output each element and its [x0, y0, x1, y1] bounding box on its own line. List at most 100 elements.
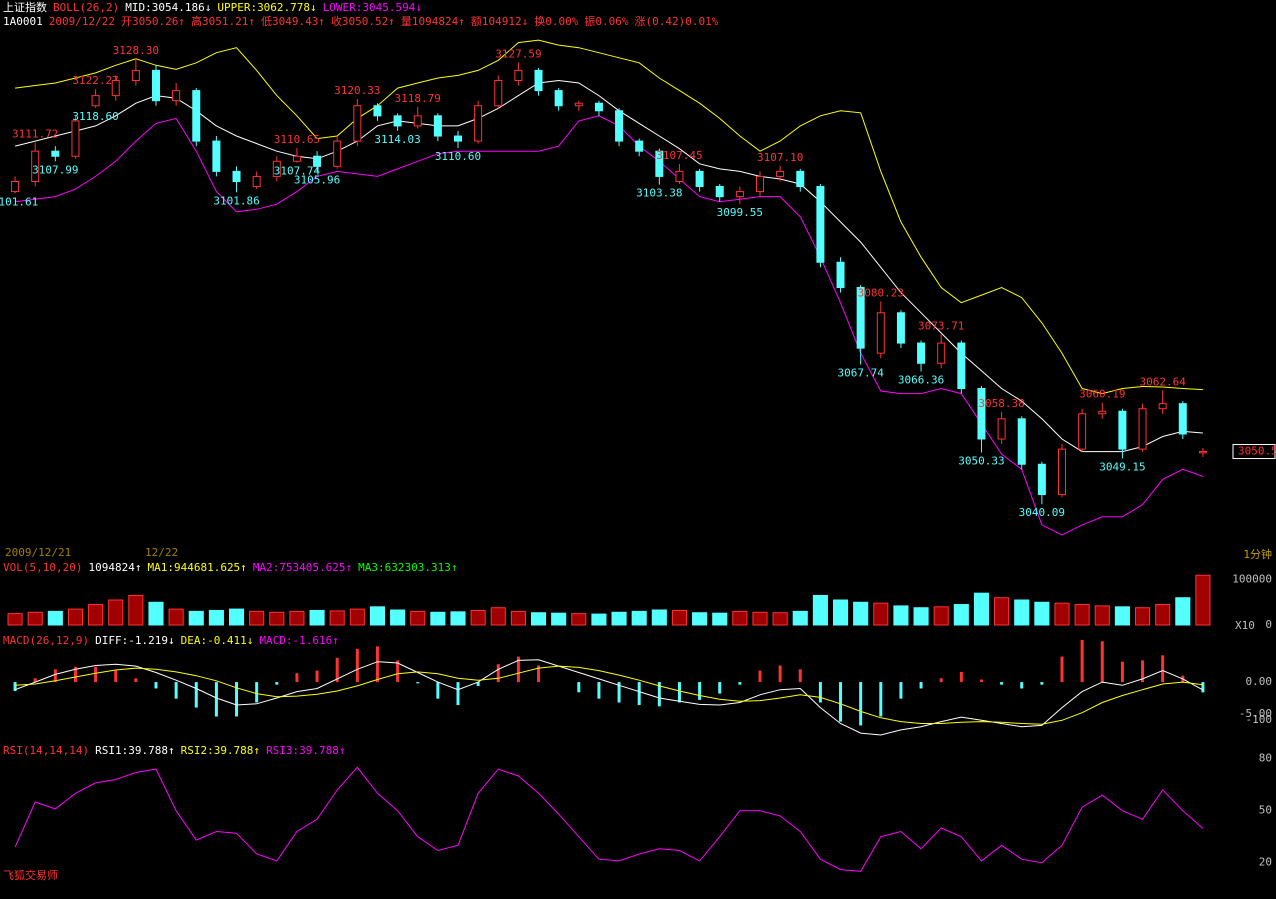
- legend-item: 上证指数: [3, 0, 47, 14]
- volume-bar: [390, 609, 406, 626]
- volume-bar: [530, 612, 547, 626]
- volume-bar: [812, 594, 828, 626]
- legend-item: 量1094824↑: [401, 15, 465, 28]
- candle-body: [111, 79, 120, 97]
- legend: RSI(14,14,14) RSI1:39.788↑ RSI2:39.788↑ RSI…: [3, 744, 346, 757]
- low-label: 3107.99: [32, 163, 78, 176]
- candle-body: [635, 140, 644, 152]
- high-label: 3080.23: [858, 287, 904, 300]
- candle-body: [574, 102, 583, 107]
- legend-item: MACD(26,12,9): [3, 634, 89, 647]
- legend: 1A0001 2009/12/22 开3050.26↑ 高3051.21↑ 低3049.…: [3, 14, 719, 28]
- legend-item: UPPER:3062.778↓: [217, 1, 316, 14]
- candle-body: [1158, 403, 1167, 410]
- legend-item: RSI2:39.788↑: [181, 744, 260, 757]
- legend-item: 1A0001: [3, 15, 43, 28]
- last-price-box: [1232, 444, 1276, 460]
- legend-item: 额104912↓: [471, 15, 528, 28]
- candle-body: [373, 105, 382, 117]
- legend-item: 开3050.26↑: [121, 15, 185, 28]
- candle-body: [1118, 410, 1127, 450]
- candle-body: [756, 175, 764, 193]
- high-label: 3110.65: [274, 133, 320, 146]
- high-label: 3111.72: [12, 128, 58, 141]
- candle-body: [292, 155, 301, 162]
- volume-bar: [269, 611, 285, 626]
- candle-body: [71, 120, 80, 157]
- candle-body: [353, 105, 362, 142]
- extra-label: -100: [1246, 713, 1273, 726]
- legend-item: BOLL(26,2): [53, 1, 119, 14]
- candle-body: [856, 287, 865, 349]
- volume-bar: [611, 611, 627, 626]
- candle-body: [896, 312, 905, 344]
- volume-bar: [1134, 607, 1151, 626]
- volume-bar: [873, 602, 889, 626]
- volume-bar: [1074, 604, 1090, 626]
- diff-line: [14, 659, 1204, 736]
- volume-bar: [349, 608, 365, 626]
- candle-body: [1178, 403, 1187, 435]
- volume-bar: [228, 608, 245, 626]
- y-tick-label: 50: [1259, 804, 1272, 817]
- volume-bar: [651, 609, 667, 626]
- low-label: 3066.36: [898, 374, 944, 387]
- legend-item: MID:3054.186↓: [125, 1, 211, 14]
- volume-bar: [832, 599, 849, 626]
- boll-line: [14, 79, 1203, 453]
- candle-body: [272, 160, 281, 177]
- volume-bar: [329, 610, 345, 626]
- y-tick-label: 0.00: [1246, 675, 1273, 688]
- volume-bar: [410, 610, 426, 626]
- volume-bar: [671, 609, 688, 626]
- candle-body: [433, 115, 442, 137]
- volume-bar: [792, 610, 808, 626]
- time-label: 2009/12/21: [5, 546, 71, 559]
- volume-bar: [692, 612, 708, 626]
- volume-bar: [490, 607, 506, 626]
- candle-body: [1098, 410, 1107, 415]
- dea-line: [15, 665, 1203, 725]
- legend-item: MA3:632303.313↑: [358, 561, 457, 574]
- volume-bar: [7, 613, 23, 626]
- candle-body: [917, 342, 926, 364]
- candle-body: [514, 69, 523, 81]
- candle-body: [937, 342, 946, 364]
- low-label: 3101.86: [213, 194, 259, 207]
- candle-body: [454, 135, 462, 142]
- high-label: 3062.64: [1139, 375, 1186, 388]
- volume-bar: [1114, 606, 1130, 626]
- low-label: 3114.03: [374, 133, 420, 146]
- volume-bar: [933, 606, 949, 626]
- candle-body: [695, 170, 704, 188]
- low-label: 3049.15: [1099, 460, 1145, 473]
- legend-item: MACD:-1.616↑: [259, 634, 338, 647]
- candle-body: [796, 170, 805, 188]
- volume-bar: [1054, 602, 1070, 626]
- volume-bar: [1034, 601, 1050, 626]
- legend: MACD(26,12,9) DIFF:-1.219↓ DEA:-0.411↓ MACD…: [3, 634, 339, 647]
- boll-line: [15, 115, 1204, 536]
- volume-bar: [853, 601, 869, 626]
- candle-body: [977, 388, 986, 440]
- unit-label: X10: [1235, 619, 1255, 632]
- volume-bar: [289, 610, 305, 626]
- candle-body: [232, 170, 241, 182]
- legend-item: MA2:753405.625↑: [253, 561, 352, 574]
- candle-body: [313, 155, 322, 167]
- legend-item: 高3051.21↑: [191, 14, 255, 28]
- low-label: 3040.09: [1019, 506, 1065, 519]
- volume-bar: [47, 610, 63, 626]
- last-price-label: 3050.5: [1238, 445, 1276, 458]
- volume-bar: [973, 592, 990, 626]
- high-label: 3107.10: [757, 151, 803, 164]
- candle-body: [494, 79, 503, 107]
- volume-bar: [752, 611, 768, 626]
- volume-bar: [88, 604, 104, 626]
- volume-bar: [712, 612, 728, 626]
- candle-body: [212, 140, 221, 172]
- candle-body: [131, 69, 140, 81]
- volume-bar: [732, 610, 748, 626]
- volume-bar: [450, 611, 466, 626]
